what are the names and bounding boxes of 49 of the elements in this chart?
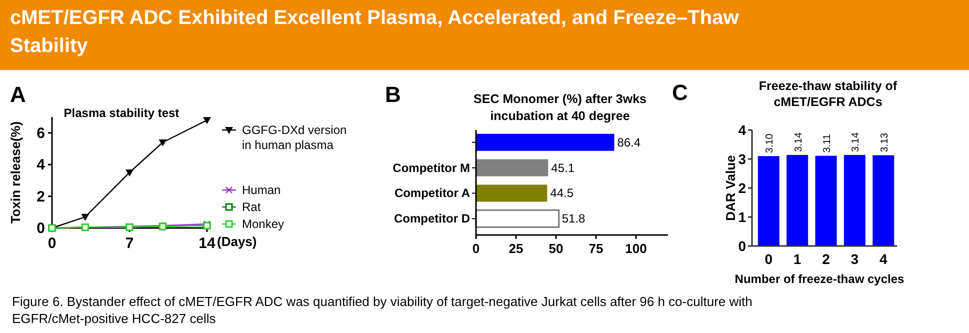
y-axis-title: Toxin release(%): [8, 121, 23, 224]
x-tick-label: 2: [822, 251, 830, 267]
x-tick-label: 7: [125, 235, 134, 252]
y-tick-label: 2: [738, 180, 746, 196]
text: B: [385, 82, 401, 107]
y-tick-label: 0: [36, 220, 45, 237]
data-label: 3.14: [850, 132, 862, 152]
x-tick-label: 0: [764, 251, 773, 267]
y-tick-label: 1: [738, 209, 746, 225]
caption: Figure 6. Bystander effect of cMET/EGFR ADC was quantified by viability of target-negative Jurkat cells after 96 h co-culture with EGFR/cMet-positive HCC-827 cells: [12, 294, 752, 326]
data-label: 45.1: [551, 160, 575, 175]
legend-label: Rat: [242, 200, 262, 214]
data-label: 44.5: [550, 186, 574, 200]
x-tick-label: 50: [548, 241, 564, 256]
data-label: 3.14: [793, 132, 804, 152]
y-tick-label: 4: [36, 156, 46, 174]
x-tick-label: 0: [48, 235, 56, 252]
data-label: 3.11: [822, 134, 833, 153]
y-tick-label: Competitor M: [392, 160, 470, 175]
y-axis-title: DAR Value: [723, 155, 738, 221]
x-tick-label: 3: [850, 251, 859, 267]
x-tick-label: 75: [588, 241, 604, 256]
x-tick-label: 0: [472, 241, 480, 256]
text: C: [672, 80, 688, 105]
data-label: 86.4: [617, 135, 641, 150]
data-label: 51.8: [562, 212, 586, 226]
y-tick-label: Competitor A: [394, 186, 470, 200]
y-tick-label: 6: [36, 124, 45, 142]
y-tick-label: 2: [36, 188, 45, 206]
x-tick-label: 4: [879, 251, 888, 267]
chart-title: Plasma stability test: [64, 106, 180, 120]
chart-title: Freeze-thaw stability of cMET/EGFR ADCs: [758, 79, 898, 109]
x-tick-label: 100: [625, 241, 647, 256]
y-tick-label: Competitor D: [394, 212, 470, 226]
legend-label: GGFG-DXd version in human plasma: [242, 123, 347, 152]
legend-label: Human: [242, 183, 281, 197]
x-axis-title: Number of freeze-thaw cycles: [734, 272, 905, 286]
text: A: [10, 82, 26, 107]
x-axis-title: (Days): [217, 234, 257, 249]
x-tick-label: 25: [508, 241, 524, 256]
x-tick-label: 1: [793, 251, 802, 267]
data-label: 3.13: [879, 132, 890, 152]
x-tick-label: 14: [198, 235, 216, 252]
text: cMET/EGFR ADC Exhibited Excellent Plasma, Accelerated, and Freeze–Thaw Stability: [10, 7, 740, 57]
y-tick-label: 3: [738, 151, 746, 167]
data-label: 3.10: [764, 133, 776, 154]
y-tick-label: 4: [738, 122, 746, 138]
chart-title: SEC Monomer (%) after 3wks incubation at 40 degree: [474, 92, 647, 123]
legend-label: Monkey: [242, 217, 284, 231]
